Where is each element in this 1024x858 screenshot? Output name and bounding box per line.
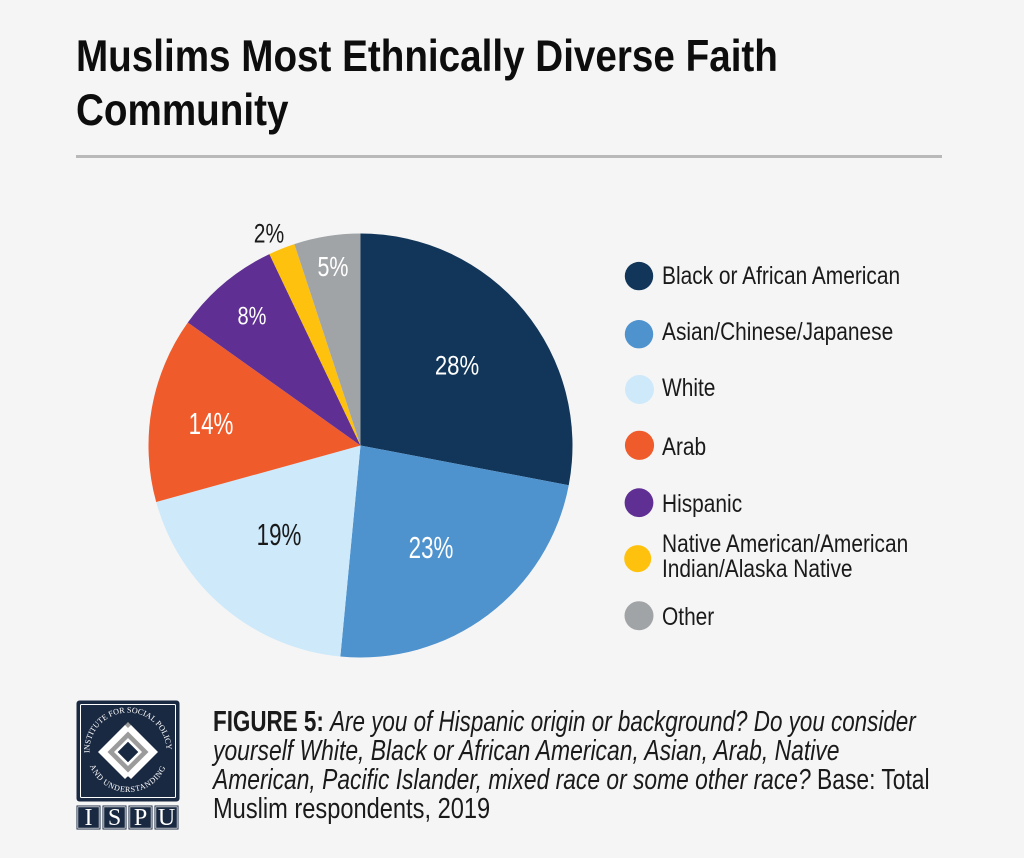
svg-text:I: I [85, 805, 93, 830]
svg-text:P: P [134, 805, 147, 830]
svg-text:S: S [108, 805, 121, 830]
svg-text:U: U [158, 805, 175, 830]
